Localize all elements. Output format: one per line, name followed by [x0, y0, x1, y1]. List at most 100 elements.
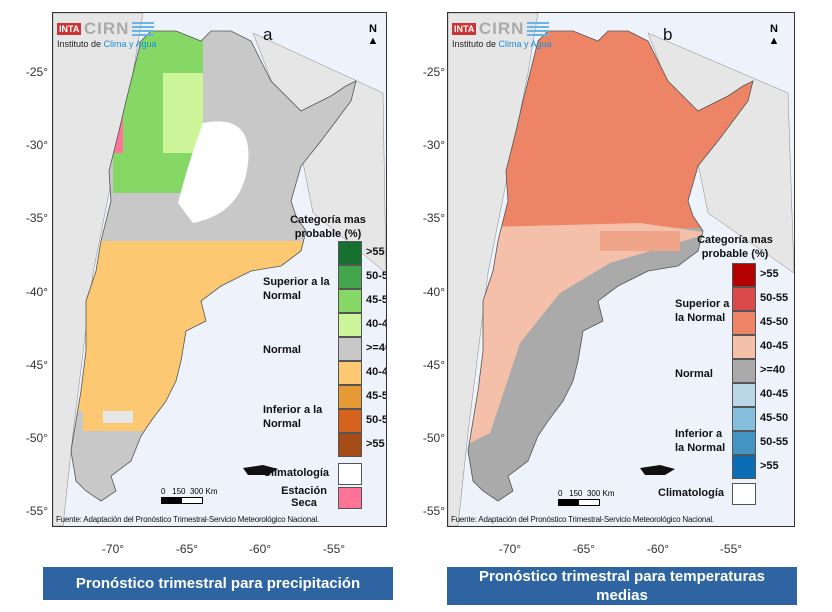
- legend-swatch: [732, 431, 756, 455]
- legend-group-superior: Superior a la Normal: [675, 298, 730, 324]
- waves-icon: [526, 22, 549, 36]
- legend-title: Categoría mas probable (%): [697, 234, 773, 260]
- cirn-logo: INTA CIRN Instituto de Clima y Agua: [57, 19, 157, 49]
- legend-group-inferior: Inferior a la Normal: [263, 404, 323, 430]
- latitude-tick: -45°: [422, 358, 445, 372]
- longitude-tick: -60°: [646, 542, 670, 556]
- waves-icon: [131, 22, 154, 36]
- legend-label: 40-45: [366, 366, 386, 378]
- malvinas-islands: [640, 465, 675, 475]
- latitude-tick: -55°: [25, 504, 48, 518]
- legend-swatch: [732, 311, 756, 335]
- legend-climatology-swatch: [732, 483, 756, 505]
- cirn-text: CIRN: [478, 19, 525, 38]
- scale-bar: 0 150 300 Km: [161, 487, 218, 504]
- legend-label: >55: [366, 246, 385, 258]
- longitude-tick: -65°: [175, 542, 199, 556]
- latitude-tick: -30°: [422, 138, 445, 152]
- legend-climatology-swatch: [338, 463, 362, 485]
- logo-subtitle: Instituto de: [452, 39, 499, 49]
- legend-label: >55: [366, 438, 385, 450]
- legend-swatch: [338, 289, 362, 313]
- latitude-tick: -30°: [25, 138, 48, 152]
- legend-label: 40-45: [366, 318, 386, 330]
- temperature-legend: Categoría mas probable (%) Superior a la…: [658, 233, 794, 508]
- latitude-tick: -50°: [422, 431, 445, 445]
- legend-swatch: [732, 287, 756, 311]
- precipitation-panel: INTA CIRN Instituto de Clima y Agua a N ▲…: [0, 0, 400, 560]
- legend-swatch: [732, 263, 756, 287]
- legend-group-inferior: Inferior a la Normal: [675, 428, 726, 454]
- latitude-tick: -25°: [25, 65, 48, 79]
- latitude-tick: -50°: [25, 431, 48, 445]
- legend-swatch: [732, 407, 756, 431]
- legend-group-normal: Normal: [263, 344, 301, 356]
- latitude-tick: -40°: [25, 285, 48, 299]
- inta-logo: INTA: [452, 23, 477, 35]
- legend-dry-season-label: Estación Seca: [281, 485, 327, 509]
- latitude-tick: -45°: [25, 358, 48, 372]
- logo-subtitle-highlight: Clima y Agua: [103, 39, 157, 49]
- legend-group-superior: Superior a la Normal: [263, 276, 330, 302]
- temperature-caption: Pronóstico trimestral para temperaturas …: [447, 567, 797, 605]
- precipitation-map-drawing: [53, 13, 386, 526]
- legend-swatch: [338, 409, 362, 433]
- temperature-panel: INTA CIRN Instituto de Clima y Agua b N ▲…: [397, 0, 797, 560]
- cirn-logo: INTA CIRN Instituto de Clima y Agua: [452, 19, 552, 49]
- legend-swatch: [338, 361, 362, 385]
- longitude-tick: -55°: [719, 542, 743, 556]
- source-text: Fuente: Adaptación del Pronóstico Trimes…: [56, 515, 319, 524]
- longitude-tick: -65°: [572, 542, 596, 556]
- scale-bar: 0 150 300 Km: [558, 489, 615, 506]
- longitude-tick: -60°: [248, 542, 272, 556]
- legend-label: >=40: [760, 364, 786, 376]
- temperature-map[interactable]: INTA CIRN Instituto de Clima y Agua b N ▲…: [447, 12, 795, 527]
- latitude-tick: -40°: [422, 285, 445, 299]
- latitude-tick: -25°: [422, 65, 445, 79]
- map-letter: b: [663, 25, 673, 44]
- longitude-tick: -70°: [101, 542, 125, 556]
- region-climatology: [178, 121, 249, 223]
- legend-label: 40-45: [760, 388, 789, 400]
- scale-label: 300 Km: [586, 489, 615, 498]
- legend-swatch: [338, 265, 362, 289]
- scale-label: 300 Km: [189, 487, 218, 496]
- map-letter: a: [263, 25, 273, 44]
- legend-swatch: [338, 313, 362, 337]
- latitude-tick: -35°: [422, 211, 445, 225]
- legend-label: >55: [760, 460, 779, 472]
- logo-subtitle: Instituto de: [57, 39, 104, 49]
- malvinas-islands: [243, 465, 278, 475]
- legend-label: 50-55: [760, 292, 789, 304]
- longitude-tick: -55°: [322, 542, 346, 556]
- inta-logo: INTA: [57, 23, 82, 35]
- legend-climatology-label: Climatología: [263, 467, 330, 479]
- north-label: N: [770, 23, 778, 35]
- legend-label: 50-55: [366, 270, 386, 282]
- legend-swatch: [732, 335, 756, 359]
- scale-label: 150: [569, 489, 583, 498]
- precipitation-caption: Pronóstico trimestral para precipitación: [43, 567, 393, 600]
- latitude-tick: -55°: [422, 504, 445, 518]
- legend-label: 50-55: [760, 436, 789, 448]
- legend-group-normal: Normal: [675, 368, 713, 380]
- precipitation-legend: Categoría mas probable (%) Superior a la…: [263, 213, 386, 513]
- legend-swatch: [338, 433, 362, 457]
- longitude-tick: -70°: [498, 542, 522, 556]
- logo-subtitle-highlight: Clima y Agua: [498, 39, 552, 49]
- latitude-tick: -35°: [25, 211, 48, 225]
- legend-title: Categoría mas probable (%): [290, 214, 366, 240]
- north-label: N: [369, 23, 377, 35]
- legend-swatch: [732, 455, 756, 479]
- precipitation-map[interactable]: INTA CIRN Instituto de Clima y Agua a N ▲…: [52, 12, 387, 527]
- source-text: Fuente: Adaptación del Pronóstico Trimes…: [451, 515, 714, 524]
- legend-swatch: [732, 383, 756, 407]
- north-arrow-icon: N ▲: [768, 23, 780, 47]
- scale-label: 0: [161, 487, 166, 496]
- legend-label: 40-45: [760, 340, 789, 352]
- legend-label: 50-55: [366, 414, 386, 426]
- legend-climatology-label: Climatología: [658, 487, 725, 499]
- legend-label: >55: [760, 268, 779, 280]
- legend-swatch: [338, 337, 362, 361]
- cirn-text: CIRN: [83, 19, 130, 38]
